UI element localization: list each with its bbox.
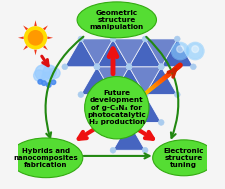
Polygon shape — [47, 36, 53, 39]
Polygon shape — [23, 25, 28, 30]
Polygon shape — [97, 95, 128, 122]
Polygon shape — [34, 50, 37, 55]
Ellipse shape — [84, 77, 148, 139]
Polygon shape — [23, 45, 28, 50]
Circle shape — [142, 92, 147, 98]
Circle shape — [51, 80, 56, 84]
Circle shape — [110, 92, 115, 98]
Circle shape — [94, 64, 99, 70]
Circle shape — [110, 36, 115, 42]
Polygon shape — [43, 25, 48, 30]
Circle shape — [35, 65, 51, 81]
Circle shape — [126, 119, 131, 125]
Circle shape — [43, 65, 56, 78]
Polygon shape — [18, 36, 24, 39]
Circle shape — [25, 27, 46, 49]
Circle shape — [126, 64, 131, 70]
Ellipse shape — [152, 140, 214, 176]
Circle shape — [42, 81, 46, 85]
Polygon shape — [43, 45, 48, 50]
Circle shape — [78, 36, 83, 42]
Circle shape — [94, 64, 99, 70]
Circle shape — [190, 64, 195, 70]
Circle shape — [28, 31, 43, 45]
Polygon shape — [144, 39, 176, 67]
Circle shape — [142, 92, 147, 98]
Circle shape — [78, 92, 83, 98]
Circle shape — [142, 147, 147, 153]
Circle shape — [158, 64, 163, 70]
Polygon shape — [97, 39, 128, 67]
Ellipse shape — [9, 138, 82, 178]
Polygon shape — [34, 20, 37, 26]
Circle shape — [110, 92, 115, 98]
Circle shape — [142, 36, 147, 42]
Circle shape — [38, 80, 42, 84]
Polygon shape — [112, 39, 144, 67]
Polygon shape — [128, 39, 160, 67]
Polygon shape — [112, 67, 144, 95]
Polygon shape — [144, 67, 176, 95]
Circle shape — [94, 64, 99, 70]
Circle shape — [126, 64, 131, 70]
Polygon shape — [65, 39, 97, 67]
Circle shape — [126, 119, 131, 125]
Circle shape — [174, 36, 179, 42]
Text: Future
development
of g-C₃N₄ for
photocatalytic
H₂ production: Future development of g-C₃N₄ for photoca… — [87, 90, 146, 125]
Polygon shape — [112, 95, 144, 122]
Polygon shape — [112, 122, 144, 150]
Polygon shape — [128, 67, 160, 95]
Circle shape — [171, 43, 187, 59]
Circle shape — [94, 119, 99, 125]
Circle shape — [174, 92, 179, 98]
Circle shape — [34, 70, 45, 81]
Circle shape — [126, 64, 131, 70]
Text: Geometric
structure
manipulation: Geometric structure manipulation — [89, 10, 143, 30]
Text: Hybrids and
nanocomposites
fabrication: Hybrids and nanocomposites fabrication — [14, 148, 78, 168]
Circle shape — [170, 42, 188, 60]
Circle shape — [110, 147, 115, 153]
Circle shape — [158, 119, 163, 125]
Circle shape — [46, 83, 51, 87]
Polygon shape — [128, 95, 160, 122]
Circle shape — [185, 42, 203, 60]
Circle shape — [158, 64, 163, 70]
Ellipse shape — [77, 2, 156, 38]
Circle shape — [42, 72, 51, 82]
Circle shape — [191, 46, 198, 53]
Circle shape — [187, 43, 202, 59]
Polygon shape — [97, 67, 128, 95]
Polygon shape — [81, 39, 112, 67]
Circle shape — [126, 119, 131, 125]
Polygon shape — [81, 67, 112, 95]
Circle shape — [176, 46, 183, 53]
Circle shape — [158, 64, 163, 70]
Text: Electronic
structure
tuning: Electronic structure tuning — [163, 148, 203, 168]
Polygon shape — [160, 39, 192, 67]
Circle shape — [142, 92, 147, 98]
Circle shape — [110, 92, 115, 98]
Circle shape — [49, 68, 60, 78]
Circle shape — [62, 64, 68, 70]
